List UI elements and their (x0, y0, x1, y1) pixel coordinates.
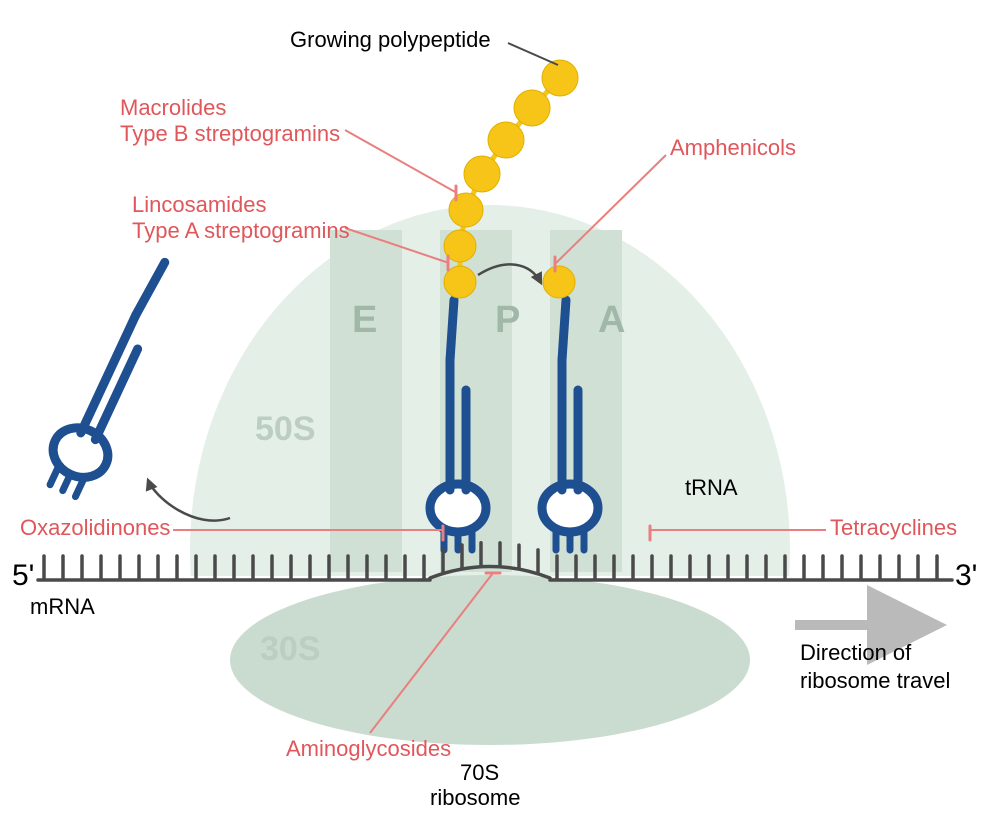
drug-label-macrolides_typeB: Type B streptogramins (120, 121, 340, 146)
ribosome-50s-label: 50S (255, 410, 316, 448)
ribosome-diagram: E P A 50S 30S 5' 3' mRNA tRNA Growing polypeptide… (0, 0, 990, 813)
amino-acid-ball (464, 156, 500, 192)
ribosome-site-letter-e: E (352, 299, 377, 341)
trna-label: tRNA (685, 475, 738, 500)
ribosome-caption: ribosome (430, 785, 520, 810)
direction-label: ribosome travel (800, 668, 950, 693)
drug-label-amphenicols: Amphenicols (670, 135, 796, 160)
drug-label-aminoglycosides: Aminoglycosides (286, 736, 451, 761)
drug-label-tetracyclines: Tetracyclines (830, 515, 957, 540)
drug-leader-line (345, 130, 457, 193)
ribosome-site-letter-p: P (495, 299, 520, 341)
drug-label-oxazolidinones: Oxazolidinones (20, 515, 170, 540)
drug-label-macrolides_typeB: Macrolides (120, 95, 226, 120)
ribosome-site-letter-a: A (598, 299, 625, 341)
amino-acid-ball (449, 193, 483, 227)
mrna-3prime-label: 3' (955, 559, 977, 592)
mrna-label: mRNA (30, 594, 95, 619)
direction-label: Direction of (800, 640, 912, 665)
amino-acid-ball (543, 266, 575, 298)
polypeptide-label-leader (508, 43, 558, 65)
ribosome-site-band-e (330, 230, 402, 572)
amino-acid-ball (514, 90, 550, 126)
ribosome-caption: 70S (460, 760, 499, 785)
mrna-5prime-label: 5' (12, 559, 34, 592)
amino-acid-ball (542, 60, 578, 96)
drug-label-lincosamides_typeA: Lincosamides (132, 192, 267, 217)
ribosome-30s-label: 30S (260, 630, 321, 668)
trna-ejected (37, 252, 193, 502)
drug-label-lincosamides_typeA: Type A streptogramins (132, 218, 350, 243)
amino-acid-ball (488, 122, 524, 158)
polypeptide-label: Growing polypeptide (290, 27, 491, 52)
